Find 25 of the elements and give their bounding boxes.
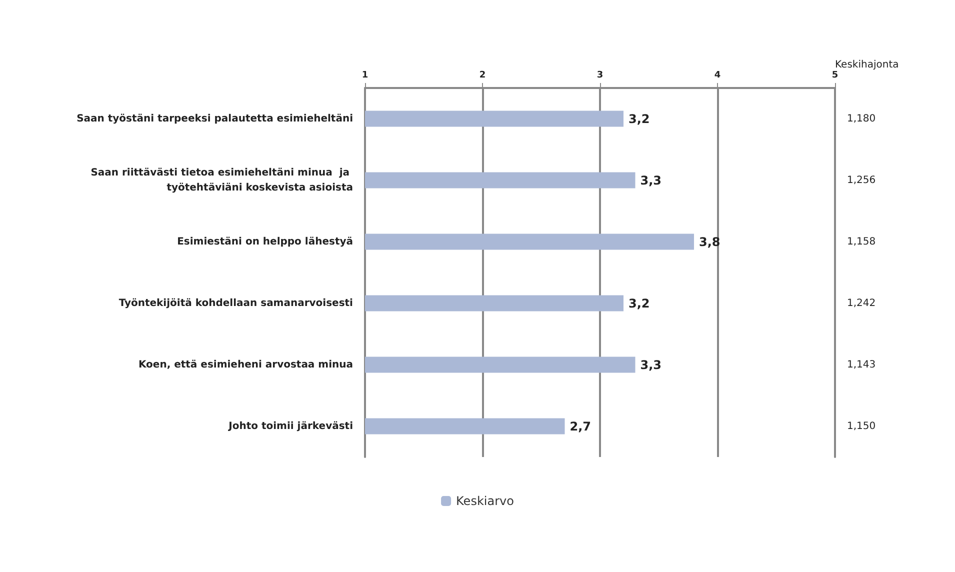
y-tick-label: Saan riittävästi tietoa esimieheltäni minua ja työtehtäviäni koskevista asioista [90,167,353,194]
data-label: 2,7 [570,419,592,434]
y-tick-label: Koen, että esimieheni arvostaa minua [138,359,353,370]
x-tick-label: 3 [596,70,604,80]
data-label: 3,3 [640,173,662,188]
x-tick-label: 5 [832,70,838,80]
data-label: 3,3 [640,358,662,372]
y-tick-label: Saan työstäni tarpeeksi palautetta esimieheltäni [76,113,353,124]
legend-label: Keskiarvo [456,494,514,508]
x-tick-label: 4 [714,70,721,80]
y-tick-label: Työntekijöitä kohdellaan samanarvoisesti [118,298,353,309]
data-label: 3,8 [699,234,720,249]
y2-tick-label: 1,150 [847,420,876,432]
y2-tick-label: 1,180 [847,113,876,124]
x-tick-label: 2 [479,70,486,80]
y2-axis-title: Keskihajonta [835,60,899,70]
y-tick-label: Esimiestäni on helppo lähestyä [177,236,353,248]
y2-tick-label: 1,242 [847,298,876,309]
y-tick-label: Johto toimii järkevästi [228,420,353,432]
data-label: 3,2 [628,296,650,310]
y2-tick-label: 1,143 [847,359,876,370]
y2-tick-label: 1,158 [847,236,876,248]
y2-tick-label: 1,256 [847,174,876,186]
data-label: 3,2 [628,112,650,126]
x-tick-label: 1 [362,70,368,80]
